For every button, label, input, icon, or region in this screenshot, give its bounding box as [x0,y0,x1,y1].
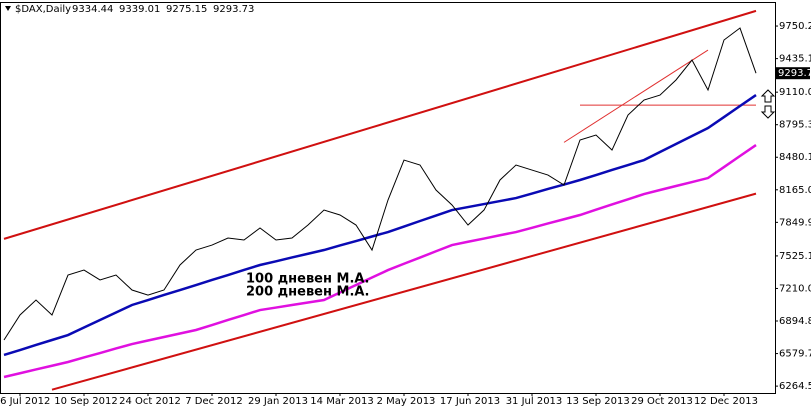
header-icon [5,6,11,11]
x-tick-label: 7 Dec 2012 [185,396,243,407]
x-tick-label: 29 Oct 2013 [631,396,693,407]
x-tick-label: 29 Jan 2013 [248,396,308,407]
last-open: 9334.44 [72,4,113,15]
price-tag-label: 9293.73 [778,68,811,79]
x-tick-label: 24 Oct 2012 [119,396,181,407]
y-tick-label: 7849.95 [779,217,811,228]
last-low: 9275.15 [166,4,207,15]
x-tick-label: 31 Jul 2013 [506,396,563,407]
last-high: 9339.01 [119,4,160,15]
y-tick-label: 8480.15 [779,152,811,163]
last-close: 9293.73 [213,4,254,15]
plot-frame [0,2,776,394]
x-tick-label: 17 Jun 2013 [440,396,500,407]
series-line [3,94,757,357]
plot-area [3,9,757,391]
up-arrow-icon [760,89,776,103]
ma200-label: 200 дневен М.А. [246,285,369,300]
down-arrow-icon [760,105,776,119]
price-tag [776,67,810,80]
y-tick-label: 6579.70 [779,349,811,360]
x-tick-label: 14 Mar 2013 [310,396,373,407]
trendline [51,192,757,391]
y-tick-label: 9110.05 [779,87,811,98]
ma100-label: 100 дневен М.А. [246,272,369,287]
y-tick-label: 7525.15 [779,251,811,262]
y-tick-label: 8165.00 [779,185,811,196]
y-tick-label: 9435.10 [779,54,811,65]
x-tick-label: 26 Jul 2012 [0,396,50,407]
y-tick-label: 8795.30 [779,120,811,131]
x-tick-label: 13 Sep 2013 [566,396,629,407]
series-line [3,27,757,341]
y-tick-label: 7210.00 [779,283,811,294]
trendline [563,49,709,143]
trendline [3,9,757,240]
x-tick-label: 12 Dec 2013 [694,396,758,407]
x-tick-label: 10 Sep 2012 [54,396,117,407]
x-tick-label: 2 May 2013 [377,396,436,407]
y-tick-label: 6894.85 [779,316,811,327]
series-line [3,144,757,379]
y-tick-label: 6264.55 [779,381,811,392]
chart-title: $DAX,Daily [15,4,71,15]
y-tick-label: 9750.25 [779,21,811,32]
